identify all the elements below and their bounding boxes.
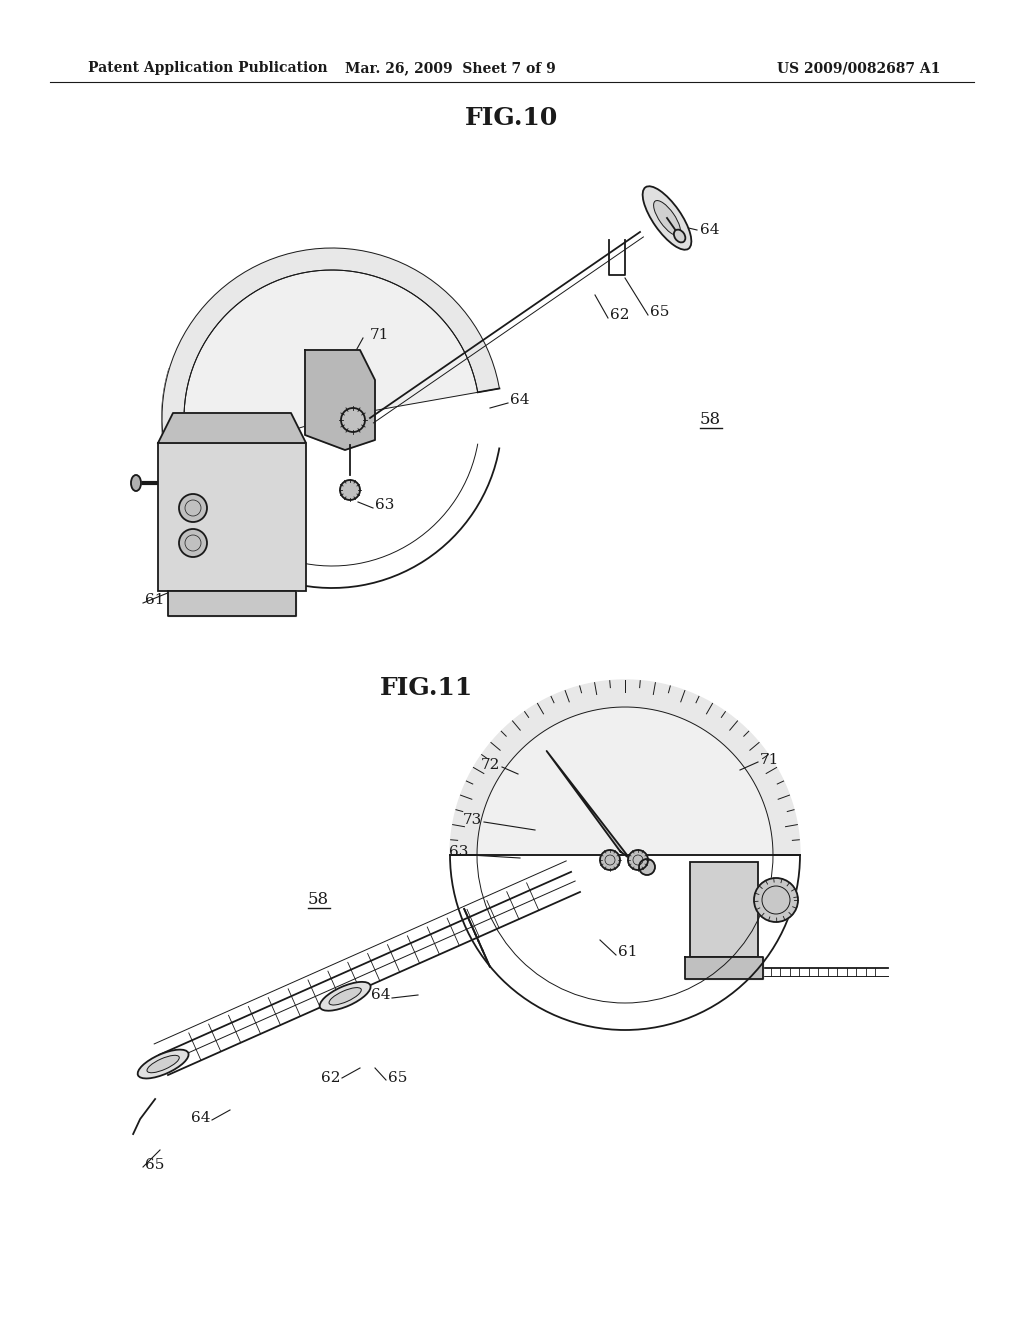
Text: 72: 72 — [480, 758, 500, 772]
Ellipse shape — [674, 230, 685, 243]
FancyBboxPatch shape — [158, 444, 306, 591]
Polygon shape — [168, 591, 296, 616]
Polygon shape — [547, 751, 630, 858]
Text: Patent Application Publication: Patent Application Publication — [88, 61, 328, 75]
Text: 63: 63 — [375, 498, 394, 512]
Ellipse shape — [137, 1049, 188, 1078]
Circle shape — [628, 850, 648, 870]
Text: FIG.10: FIG.10 — [465, 106, 559, 129]
Circle shape — [340, 480, 360, 500]
Text: 62: 62 — [610, 308, 630, 322]
Text: Mar. 26, 2009  Sheet 7 of 9: Mar. 26, 2009 Sheet 7 of 9 — [345, 61, 555, 75]
Polygon shape — [450, 680, 800, 855]
Text: 63: 63 — [449, 845, 468, 859]
Circle shape — [179, 529, 207, 557]
Text: 65: 65 — [145, 1158, 165, 1172]
Polygon shape — [305, 350, 375, 450]
Text: US 2009/0082687 A1: US 2009/0082687 A1 — [776, 61, 940, 75]
Text: 62: 62 — [321, 1071, 340, 1085]
Text: 61: 61 — [618, 945, 638, 960]
Text: 71: 71 — [370, 327, 389, 342]
Circle shape — [179, 494, 207, 521]
Circle shape — [754, 878, 798, 921]
FancyBboxPatch shape — [690, 862, 758, 957]
Text: FIG.11: FIG.11 — [380, 676, 473, 700]
Circle shape — [600, 850, 620, 870]
Text: 64: 64 — [190, 1111, 210, 1125]
Polygon shape — [685, 957, 763, 979]
Circle shape — [639, 859, 655, 875]
Ellipse shape — [329, 987, 361, 1005]
Text: 73: 73 — [463, 813, 482, 828]
Text: 64: 64 — [371, 987, 390, 1002]
Ellipse shape — [319, 982, 371, 1011]
Text: 65: 65 — [650, 305, 670, 319]
Text: 64: 64 — [510, 393, 529, 407]
Text: 58: 58 — [308, 891, 329, 908]
Polygon shape — [158, 413, 306, 444]
Circle shape — [341, 408, 365, 432]
Text: 65: 65 — [388, 1071, 408, 1085]
Ellipse shape — [147, 1055, 179, 1073]
Text: 64: 64 — [700, 223, 720, 238]
Text: 61: 61 — [145, 593, 165, 607]
Polygon shape — [477, 708, 773, 855]
Text: 58: 58 — [700, 412, 721, 429]
Ellipse shape — [653, 201, 680, 235]
Ellipse shape — [643, 186, 691, 249]
Polygon shape — [162, 248, 500, 467]
Text: 71: 71 — [760, 752, 779, 767]
Polygon shape — [184, 271, 478, 461]
Ellipse shape — [131, 475, 141, 491]
